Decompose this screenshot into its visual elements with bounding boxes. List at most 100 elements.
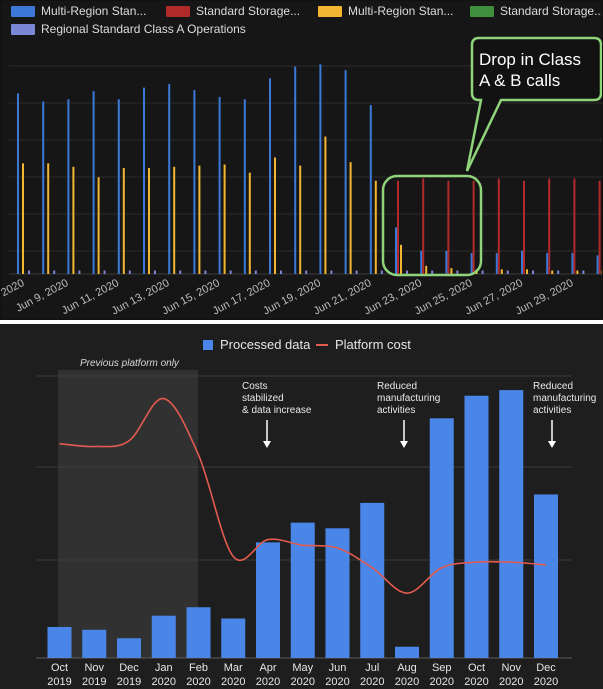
x-tick-label: 2020: [1, 277, 26, 299]
annotation-line: stabilized: [242, 393, 284, 404]
x-tick-label: Nov: [501, 662, 521, 674]
top-bar: [596, 255, 599, 274]
top-bar: [495, 253, 498, 274]
x-tick-label: Mar: [224, 662, 243, 674]
top-legend-item[interactable]: Multi-Region Stan...: [11, 3, 146, 19]
top-bar: [22, 163, 24, 274]
legend-swatch: [318, 5, 342, 17]
processed-data-bar: [464, 395, 489, 658]
top-bar: [299, 165, 302, 274]
top-bar: [269, 78, 271, 274]
top-bar: [420, 250, 423, 274]
top-bar: [243, 99, 246, 274]
platform-cost-line: [59, 397, 547, 594]
top-bar: [168, 84, 171, 274]
legend-swatch: [11, 5, 35, 17]
top-bar: [571, 253, 574, 274]
top-legend-item[interactable]: Regional Standard Class A Operations: [11, 21, 246, 37]
top-bar: [380, 270, 383, 274]
top-bar: [601, 270, 602, 274]
top-legend-item[interactable]: Standard Storage...: [470, 3, 602, 19]
shaded-region: [58, 370, 198, 658]
top-bar: [103, 270, 106, 274]
top-bar: [47, 163, 50, 274]
annotation-line: Reduced: [533, 381, 574, 392]
annotation-line: Costs: [242, 381, 268, 392]
top-bar: [78, 270, 81, 274]
annotation-reduced-manufacturing-2: Reduced manufacturing activities: [533, 381, 596, 417]
callout-bubble: [465, 36, 602, 172]
x-tick-label: Dec: [119, 662, 139, 674]
top-legend-item[interactable]: Standard Storage...: [166, 3, 300, 19]
x-tick-label: Jun 29, 2020: [514, 277, 576, 317]
top-bar: [497, 178, 500, 274]
annotation-line: & data increase: [242, 405, 312, 416]
callout-line-2: A & B calls: [479, 71, 561, 90]
x-tick-label: 2020: [325, 676, 349, 688]
bottom-chart-panel: Oct 2019 Nov 2019 Dec 2019 Jan 2020 Feb 2020 Mar 20…: [0, 324, 603, 689]
top-bar: [349, 162, 352, 274]
processed-data-bar: [186, 607, 211, 658]
top-bar: [447, 180, 450, 274]
top-bar: [324, 136, 327, 274]
legend-swatch: [470, 5, 494, 17]
annotation-arrow-head: [400, 441, 408, 448]
x-tick-label: Aug: [397, 662, 417, 674]
top-bar: [374, 180, 377, 274]
x-tick-label: Dec: [536, 662, 556, 674]
x-tick-label: Nov: [84, 662, 104, 674]
legend-line-cost: [316, 343, 328, 346]
top-bar: [598, 180, 601, 274]
processed-data-bar: [534, 494, 558, 658]
top-bar: [179, 270, 182, 274]
legend-label: Multi-Region Stan...: [41, 4, 147, 18]
top-bar: [557, 270, 560, 274]
top-bar: [406, 270, 408, 274]
callout-line-1: Drop in Class: [479, 50, 582, 69]
legend-label: Regional Standard Class A Operations: [41, 22, 246, 36]
top-legend-item[interactable]: Multi-Region Stan...: [318, 3, 453, 19]
top-bar: [294, 66, 297, 274]
top-bar: [122, 167, 125, 274]
processed-data-bar: [47, 626, 72, 658]
top-bar: [548, 178, 551, 274]
x-tick-label: 2020: [360, 676, 384, 688]
x-tick-label: Feb: [189, 662, 208, 674]
top-bar: [526, 269, 528, 274]
x-tick-label: 2020: [464, 676, 488, 688]
top-bar: [422, 178, 425, 274]
x-tick-label: Sep: [432, 662, 452, 674]
top-bar: [204, 270, 207, 274]
annotation-reduced-manufacturing-1: Reduced manufacturing activities: [377, 381, 440, 417]
top-bar: [582, 270, 585, 274]
top-bar: [223, 164, 226, 274]
processed-data-bar: [395, 646, 419, 658]
legend-processed[interactable]: Processed data: [203, 337, 310, 352]
top-bar: [425, 265, 428, 274]
top-bar: [344, 70, 347, 274]
shade-label: Previous platform only: [80, 358, 179, 369]
top-bar: [551, 270, 554, 274]
top-bar: [431, 270, 434, 274]
processed-data-bar: [256, 542, 280, 658]
processed-data-bar: [499, 390, 524, 658]
callout-highlight-box: [381, 174, 483, 277]
legend-swatch-processed: [203, 339, 213, 350]
annotation-costs-stabilized: Costs stabilized & data increase: [242, 381, 312, 417]
annotation-arrow-head: [548, 441, 556, 448]
x-tick-label: 2020: [186, 676, 210, 688]
top-bar: [67, 99, 70, 274]
top-bar: [173, 166, 176, 274]
top-bar: [369, 105, 372, 274]
top-bar: [397, 180, 399, 274]
top-bar: [450, 268, 453, 274]
processed-data-bar: [429, 418, 454, 658]
top-bar: [42, 101, 45, 274]
legend-cost[interactable]: Platform cost: [316, 337, 411, 352]
processed-data-bar: [117, 638, 141, 658]
x-tick-label: May: [292, 662, 313, 674]
annotation-line: Reduced: [377, 381, 418, 392]
top-bar: [500, 269, 503, 274]
legend-swatch: [166, 5, 190, 17]
